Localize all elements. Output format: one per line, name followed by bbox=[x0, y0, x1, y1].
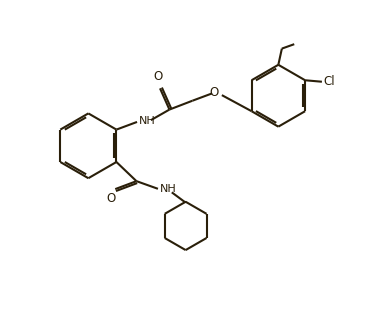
Text: O: O bbox=[209, 86, 218, 99]
Text: Cl: Cl bbox=[324, 75, 335, 88]
Text: O: O bbox=[106, 192, 115, 205]
Text: O: O bbox=[153, 70, 163, 83]
Text: NH: NH bbox=[159, 184, 176, 194]
Text: NH: NH bbox=[138, 116, 155, 126]
